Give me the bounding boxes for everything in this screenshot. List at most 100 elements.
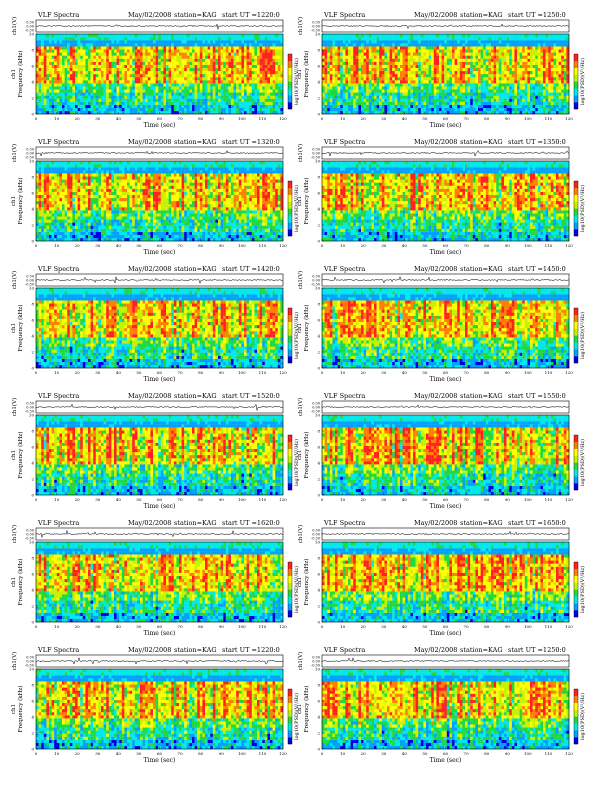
spectrogram-cell: [241, 108, 244, 111]
spectrogram-cell: [499, 108, 502, 111]
spectrogram-cell: [150, 74, 153, 77]
spectrogram-cell: [156, 86, 159, 89]
spectrogram-cell: [395, 102, 398, 105]
spectrogram-cell: [538, 105, 541, 108]
spectrogram-cell: [179, 59, 182, 62]
spectrogram-cell: [150, 83, 153, 86]
spectrogram-cell: [184, 56, 187, 59]
spectrogram-cell: [499, 34, 502, 37]
spectrogram-cell: [80, 74, 83, 77]
spectrogram-cell: [36, 65, 39, 68]
spectrogram-cell: [156, 37, 159, 40]
spectrogram-cell: [559, 80, 562, 83]
spectrogram-cell: [364, 111, 367, 114]
spectrogram-cell: [431, 71, 434, 74]
spectrogram-cell: [143, 111, 146, 114]
spectrogram-cell: [379, 92, 382, 95]
spectrogram-cell: [410, 68, 413, 71]
spectrogram-cell: [117, 65, 120, 68]
spectrogram-cell: [543, 96, 546, 99]
spectrogram-cell: [36, 105, 39, 108]
spectrogram-cell: [343, 49, 346, 52]
spectrogram-cell: [62, 74, 65, 77]
spectrogram-cell: [210, 40, 213, 43]
spectrogram-cell: [57, 62, 60, 65]
spectrogram-cell: [496, 80, 499, 83]
spectrogram-cell: [434, 62, 437, 65]
spectrogram-cell: [504, 59, 507, 62]
spectrogram-cell: [252, 108, 255, 111]
spectrogram-cell: [442, 99, 445, 102]
spectrogram-cell: [512, 46, 515, 49]
spectrogram-cell: [96, 102, 99, 105]
spectrogram-cell: [273, 37, 276, 40]
spectrogram-cell: [254, 46, 257, 49]
spectrogram-cell: [361, 108, 364, 111]
spectrogram-cell: [184, 65, 187, 68]
spectrogram-cell: [371, 111, 374, 114]
spectrogram-cell: [54, 86, 57, 89]
spectrogram-cell: [176, 59, 179, 62]
spectrogram-cell: [176, 52, 179, 55]
spectrogram-cell: [117, 34, 120, 37]
spectrogram-cell: [140, 89, 143, 92]
spectrogram-cell: [166, 59, 169, 62]
spectrogram-cell: [132, 40, 135, 43]
spectrogram-cell: [408, 102, 411, 105]
spectrogram-cell: [130, 59, 133, 62]
spectrogram-cell: [101, 89, 104, 92]
spectrogram-cell: [439, 89, 442, 92]
spectrogram-cell: [332, 46, 335, 49]
spectrogram-cell: [247, 49, 250, 52]
spectrogram-cell: [179, 105, 182, 108]
spectrogram-cell: [278, 80, 281, 83]
spectrogram-cell: [481, 89, 484, 92]
spectrogram-cell: [184, 99, 187, 102]
spectrogram-cell: [205, 34, 208, 37]
spectrogram-cell: [538, 59, 541, 62]
spectrogram-cell: [527, 92, 530, 95]
spectrogram-cell: [525, 43, 528, 46]
spectrogram-cell: [527, 68, 530, 71]
spectrogram-cell: [483, 105, 486, 108]
spectrogram-cell: [166, 34, 169, 37]
spectrogram-cell: [533, 40, 536, 43]
spectrogram-cell: [371, 105, 374, 108]
spectrogram-cell: [127, 77, 130, 80]
spectrogram-cell: [192, 59, 195, 62]
spectrogram-cell: [340, 37, 343, 40]
spectrogram-cell: [184, 80, 187, 83]
spectrogram-cell: [270, 68, 273, 71]
spectrogram-cell: [114, 71, 117, 74]
spectrogram-cell: [348, 108, 351, 111]
spectrogram-cell: [392, 56, 395, 59]
spectrogram-cell: [202, 96, 205, 99]
spectrogram-cell: [514, 77, 517, 80]
spectrogram-cell: [470, 59, 473, 62]
spectrogram-cell: [104, 49, 107, 52]
spectrogram-cell: [442, 111, 445, 114]
spectrogram-cell: [379, 86, 382, 89]
spectrogram-cell: [169, 52, 172, 55]
spectrogram-cell: [260, 68, 263, 71]
spectrogram-cell: [205, 102, 208, 105]
spectrogram-cell: [257, 102, 260, 105]
spectrogram-cell: [442, 37, 445, 40]
spectrogram-cell: [46, 49, 49, 52]
spectrogram-cell: [405, 80, 408, 83]
spectrogram-cell: [91, 34, 94, 37]
spectrogram-cell: [499, 71, 502, 74]
spectrogram-cell: [338, 74, 341, 77]
spectrogram-cell: [335, 49, 338, 52]
spectrogram-cell: [488, 71, 491, 74]
spectrogram-cell: [267, 62, 270, 65]
spectrogram-cell: [327, 46, 330, 49]
spectrogram-cell: [483, 71, 486, 74]
spectrogram-cell: [535, 74, 538, 77]
spectrogram-cell: [340, 99, 343, 102]
spectrogram-cell: [546, 102, 549, 105]
spectrogram-cell: [187, 34, 190, 37]
spectrogram-cell: [247, 105, 250, 108]
spectrogram-cell: [52, 86, 55, 89]
spectrogram-cell: [436, 46, 439, 49]
